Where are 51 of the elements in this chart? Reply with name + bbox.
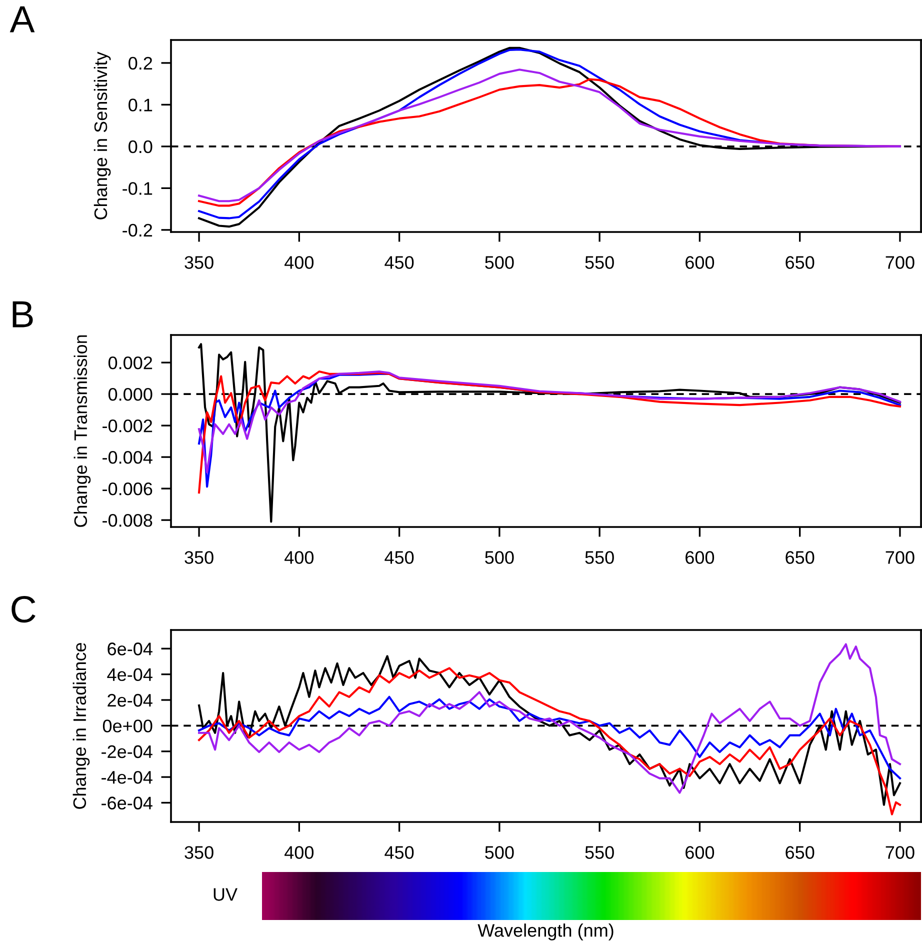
chart-title: C xyxy=(12,596,36,623)
y-tick-label: -0.004 xyxy=(102,451,152,464)
x-tick-label: 400 xyxy=(284,256,314,269)
y-tick-label: 0e+00 xyxy=(102,720,152,732)
y-axis-title: Change in Transmission xyxy=(74,335,91,527)
y-tick-label: 2e-04 xyxy=(108,694,152,707)
x-tick-label: 550 xyxy=(585,846,614,859)
text: UV xyxy=(214,888,238,901)
x-tick-label: 600 xyxy=(686,256,714,269)
x-tick-label: 400 xyxy=(284,846,314,859)
y-tick-label: -4e-04 xyxy=(102,770,152,784)
y-tick-label: -2e-04 xyxy=(102,745,152,758)
x-tick-label: 650 xyxy=(786,846,814,859)
x-tick-label: 450 xyxy=(384,551,414,564)
y-axis-title: Change in Irradiance xyxy=(72,642,90,809)
chart-title: A xyxy=(10,6,35,32)
x-tick-label: 500 xyxy=(485,551,514,564)
chart-title: B xyxy=(12,301,33,328)
x-tick-label: 700 xyxy=(886,551,914,564)
x-tick-label: 450 xyxy=(384,846,414,859)
y-tick-label: 6e-04 xyxy=(108,642,152,656)
y-tick-label: 4e-04 xyxy=(107,668,152,682)
x-tick-label: 650 xyxy=(786,551,814,564)
x-tick-label: 600 xyxy=(686,551,714,564)
y-tick-label: -0.002 xyxy=(102,420,152,432)
y-tick-label: 0.000 xyxy=(108,388,152,401)
x-tick-label: 350 xyxy=(184,256,214,269)
x-axis-title: Wavelength (nm) xyxy=(478,924,614,940)
x-tick-label: 500 xyxy=(485,846,514,859)
x-tick-label: 400 xyxy=(284,551,314,564)
y-tick-label: 0.002 xyxy=(108,356,152,370)
x-tick-label: 700 xyxy=(886,846,914,859)
y-tick-label: -0.008 xyxy=(102,514,152,527)
y-tick-label: -6e-04 xyxy=(102,796,152,810)
x-tick-label: 700 xyxy=(886,256,914,269)
x-tick-label: 350 xyxy=(184,551,214,564)
y-tick-label: 0.0 xyxy=(128,140,152,154)
x-tick-label: 450 xyxy=(384,256,414,269)
line-series xyxy=(198,696,902,780)
x-tick-label: 550 xyxy=(585,256,614,269)
y-tick-label: -0.1 xyxy=(122,182,152,195)
x-tick-label: 500 xyxy=(485,256,514,269)
x-tick-label: 350 xyxy=(184,846,214,859)
y-tick-label: -0.006 xyxy=(102,482,152,496)
y-tick-label: -0.2 xyxy=(122,224,152,237)
x-tick-label: 650 xyxy=(786,256,814,269)
x-tick-label: 550 xyxy=(585,551,614,564)
y-axis-title: Change in Sensitivity xyxy=(94,52,111,220)
y-tick-label: 0.2 xyxy=(128,56,152,70)
x-tick-label: 600 xyxy=(686,846,714,859)
y-tick-label: 0.1 xyxy=(128,98,152,112)
